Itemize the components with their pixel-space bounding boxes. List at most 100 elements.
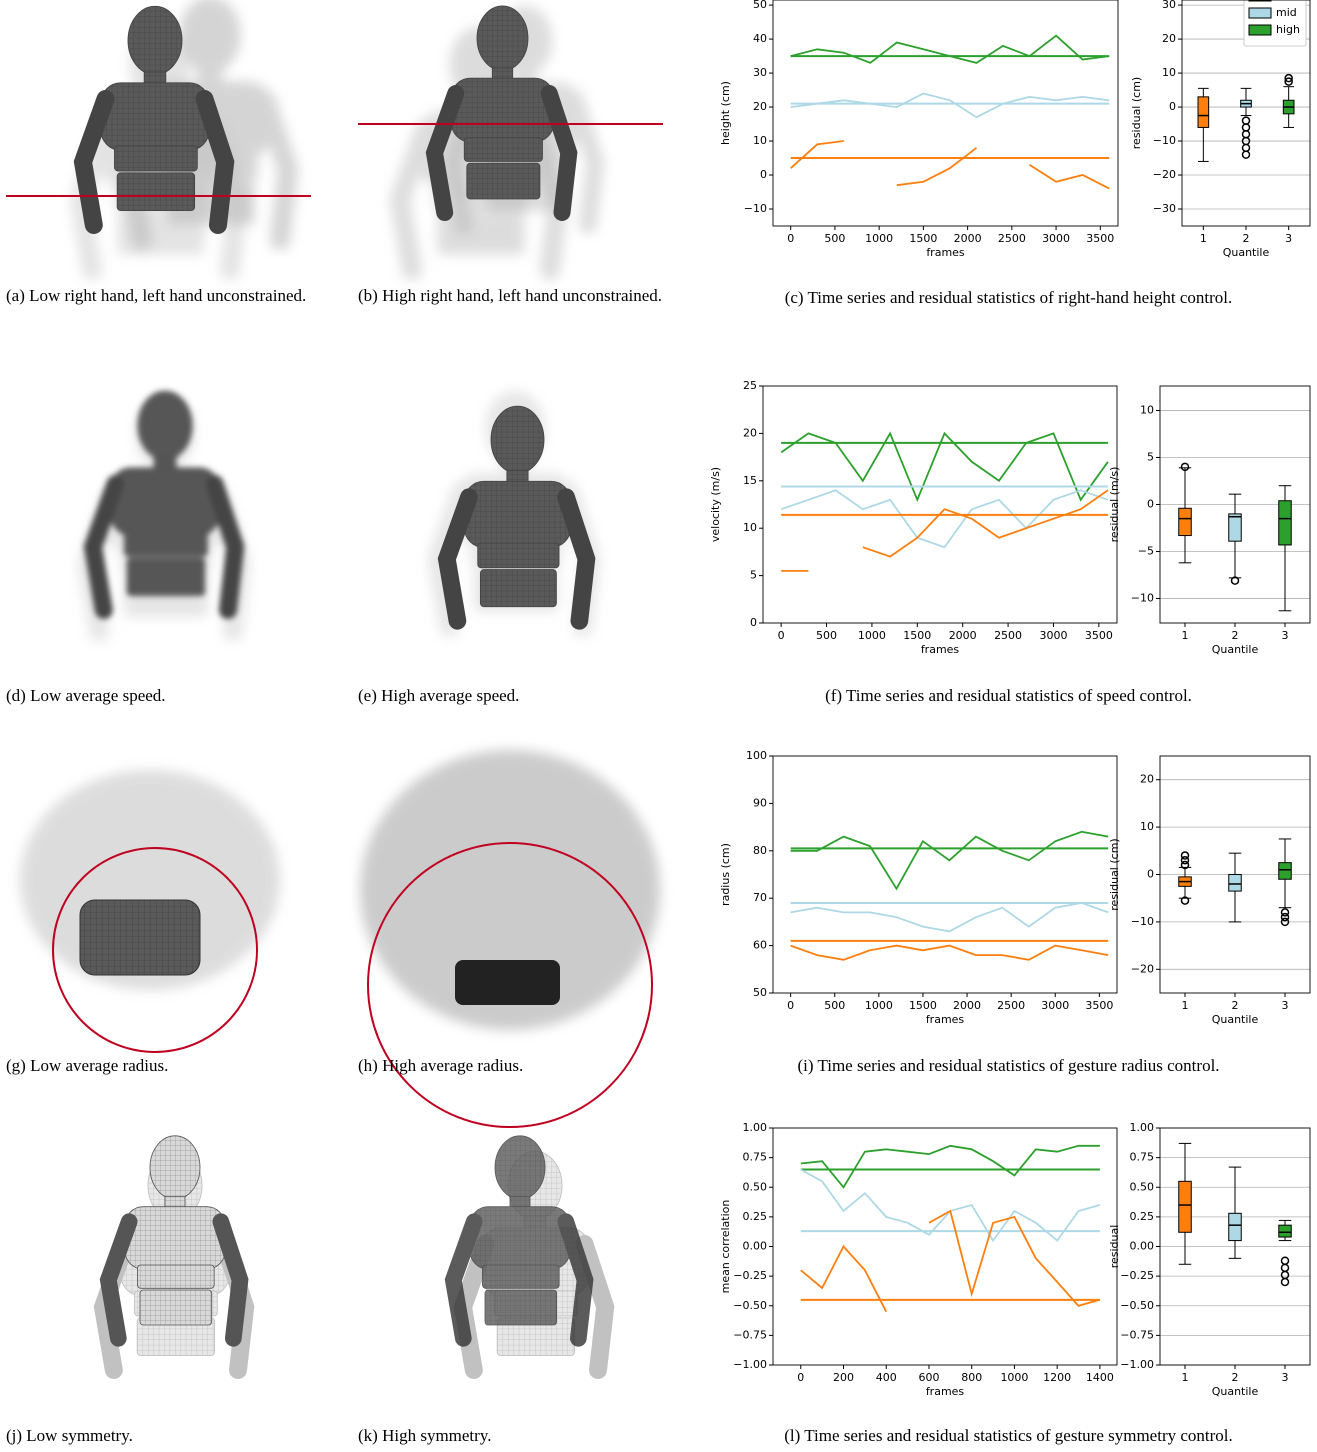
- x-tick-label: 1: [1182, 1371, 1189, 1384]
- y-tick-label: 0: [760, 168, 767, 181]
- y-tick-label: 0.75: [1130, 1151, 1155, 1164]
- y-tick-label: 5: [750, 569, 757, 582]
- y-axis-label: residual: [1108, 1225, 1121, 1269]
- y-tick-label: 30: [1162, 0, 1176, 11]
- y-tick-label: 50: [753, 0, 767, 11]
- x-tick-label: 2000: [953, 999, 981, 1012]
- x-tick-label: 1: [1200, 232, 1207, 245]
- y-tick-label: −0.75: [733, 1328, 767, 1341]
- x-tick-label: 2500: [997, 999, 1025, 1012]
- y-axis-label: residual (m/s): [1108, 467, 1121, 543]
- x-tick-label: 3000: [1039, 629, 1067, 642]
- image-b: [358, 6, 663, 270]
- flier: [1282, 1257, 1289, 1264]
- x-tick-label: 3500: [1085, 629, 1113, 642]
- y-tick-label: −30: [1153, 202, 1176, 215]
- caption: (h) High average radius.: [358, 1055, 668, 1077]
- box: [1279, 501, 1292, 545]
- caption-label: (f): [825, 686, 842, 705]
- x-tick-label: 3500: [1085, 999, 1113, 1012]
- x-tick-label: 500: [816, 629, 837, 642]
- y-tick-label: 10: [743, 521, 757, 534]
- caption-text: Time series and residual statistics of r…: [808, 288, 1233, 307]
- flier: [1243, 131, 1250, 138]
- x-tick-label: 2500: [994, 629, 1022, 642]
- caption: (g) Low average radius.: [6, 1055, 316, 1077]
- image-a: [6, 0, 311, 270]
- caption-label: (l): [784, 1426, 800, 1445]
- y-tick-label: −20: [1153, 168, 1176, 181]
- x-tick-label: 2000: [949, 629, 977, 642]
- y-tick-label: 20: [1140, 773, 1154, 786]
- caption-label: (a): [6, 286, 25, 305]
- y-tick-label: 0: [1169, 100, 1176, 113]
- chart: −20−1001020123Quantileresidual (cm): [1108, 756, 1310, 1026]
- y-axis-label: residual (cm): [1108, 838, 1121, 910]
- caption-text: High average radius.: [382, 1056, 523, 1075]
- x-tick-label: 1500: [909, 232, 937, 245]
- x-tick-label: 2000: [954, 232, 982, 245]
- x-tick-label: 3000: [1042, 232, 1070, 245]
- caption-label: (j): [6, 1426, 22, 1445]
- y-tick-label: −0.50: [733, 1299, 767, 1312]
- plot-frame: [763, 386, 1117, 623]
- x-tick-label: 0: [787, 999, 794, 1012]
- series-line: [781, 490, 1108, 547]
- series-line: [791, 36, 1109, 63]
- y-tick-label: −20: [1131, 962, 1154, 975]
- x-axis-label: frames: [921, 643, 960, 656]
- caption-text: Time series and residual statistics of g…: [804, 1426, 1233, 1445]
- caption-text: High average speed.: [381, 686, 519, 705]
- box: [1229, 514, 1242, 541]
- box: [1279, 1225, 1292, 1237]
- y-tick-label: 0.25: [743, 1210, 768, 1223]
- figure-canvas: −100102030405005001000150020002500300035…: [0, 0, 1317, 1452]
- caption-label: (e): [358, 686, 377, 705]
- series-line: [791, 946, 1109, 960]
- series-line: [801, 1211, 1100, 1312]
- caption-label: (g): [6, 1056, 26, 1075]
- caption-label: (d): [6, 686, 26, 705]
- y-tick-label: 50: [753, 986, 767, 999]
- series-line: [791, 832, 1109, 889]
- caption-text: Low average speed.: [30, 686, 165, 705]
- caption-text: High right hand, left hand unconstrained…: [382, 286, 662, 305]
- flier: [1243, 144, 1250, 151]
- figure: −100102030405005001000150020002500300035…: [0, 0, 1317, 1452]
- x-tick-label: 1500: [909, 999, 937, 1012]
- caption-text: Low average radius.: [30, 1056, 168, 1075]
- image-d: [88, 391, 241, 631]
- y-tick-label: 0.00: [1130, 1240, 1155, 1253]
- x-tick-label: 1500: [903, 629, 931, 642]
- chart: −1.00−0.75−0.50−0.250.000.250.500.751.00…: [719, 1121, 1117, 1398]
- x-tick-label: 3: [1282, 1371, 1289, 1384]
- caption-text: Time series and residual statistics of g…: [817, 1056, 1219, 1075]
- chart: −1.00−0.75−0.50−0.250.000.250.500.751.00…: [1108, 1121, 1310, 1398]
- x-tick-label: 3: [1285, 232, 1292, 245]
- series-line: [791, 94, 1109, 118]
- series-line: [801, 1146, 1100, 1188]
- caption-label: (k): [358, 1426, 378, 1445]
- series-line: [781, 490, 1108, 571]
- x-axis-label: Quantile: [1212, 1385, 1259, 1398]
- x-tick-label: 1: [1182, 999, 1189, 1012]
- y-tick-label: −0.25: [733, 1269, 767, 1282]
- chart: −10−50510123Quantileresidual (m/s): [1108, 386, 1310, 656]
- y-tick-label: 0.00: [743, 1240, 768, 1253]
- y-tick-label: 0: [750, 616, 757, 629]
- y-tick-label: 10: [1140, 403, 1154, 416]
- x-tick-label: 1200: [1043, 1371, 1071, 1384]
- y-tick-label: 5: [1147, 450, 1154, 463]
- caption-label: (h): [358, 1056, 378, 1075]
- x-tick-label: 500: [824, 999, 845, 1012]
- y-tick-label: −10: [1131, 592, 1154, 605]
- x-tick-label: 600: [918, 1371, 939, 1384]
- caption: (l) Time series and residual statistics …: [700, 1425, 1317, 1447]
- x-tick-label: 3000: [1041, 999, 1069, 1012]
- y-tick-label: 10: [753, 134, 767, 147]
- legend-swatch: [1249, 8, 1271, 18]
- x-axis-label: frames: [926, 1013, 965, 1026]
- caption-text: Low right hand, left hand unconstrained.: [29, 286, 306, 305]
- x-tick-label: 800: [961, 1371, 982, 1384]
